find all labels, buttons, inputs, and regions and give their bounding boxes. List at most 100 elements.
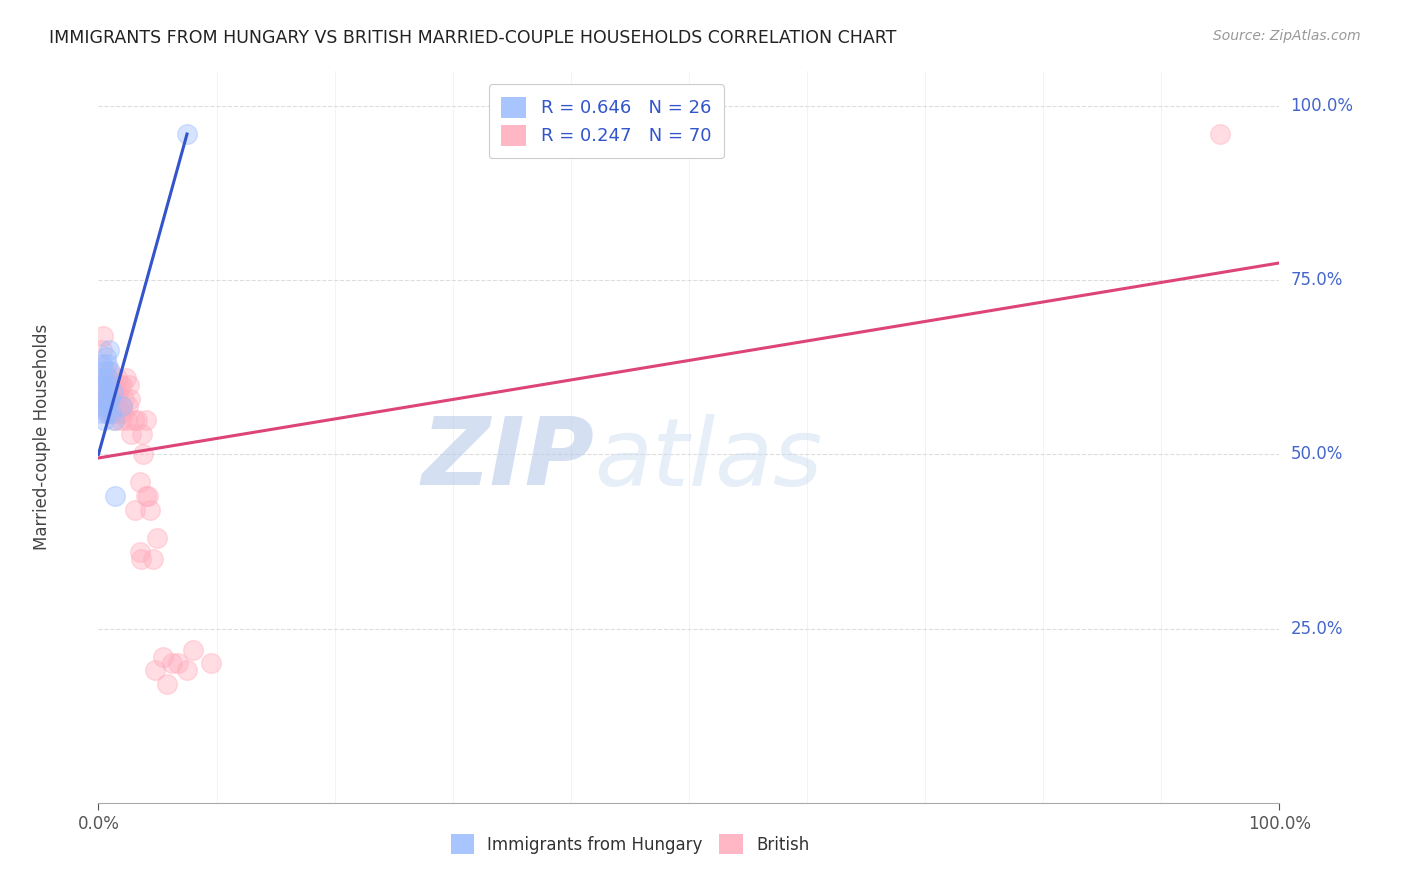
Point — [176, 127, 198, 141]
Point — [91, 343, 114, 357]
Point — [100, 392, 122, 406]
Point — [93, 364, 115, 378]
Point — [94, 384, 117, 399]
Point — [120, 392, 142, 406]
Point — [98, 392, 121, 406]
Point — [103, 399, 125, 413]
Point — [98, 343, 121, 357]
Point — [117, 399, 139, 413]
Point — [1209, 127, 1232, 141]
Point — [146, 531, 169, 545]
Point — [121, 426, 143, 441]
Point — [105, 371, 128, 385]
Point — [129, 552, 152, 566]
Point — [100, 377, 122, 392]
Point — [98, 377, 121, 392]
Point — [91, 371, 114, 385]
Point — [112, 392, 135, 406]
Point — [98, 364, 121, 378]
Point — [135, 489, 157, 503]
Point — [112, 406, 135, 420]
Point — [91, 399, 114, 413]
Point — [96, 357, 118, 371]
Point — [96, 406, 118, 420]
Point — [96, 377, 118, 392]
Point — [91, 329, 114, 343]
Point — [101, 384, 124, 399]
Point — [108, 406, 131, 420]
Point — [104, 412, 127, 426]
Point — [127, 412, 149, 426]
Point — [97, 392, 120, 406]
Point — [132, 448, 155, 462]
Point — [110, 412, 132, 426]
Point — [96, 384, 118, 399]
Point — [111, 399, 134, 413]
Point — [128, 545, 150, 559]
Point — [94, 350, 117, 364]
Point — [94, 364, 117, 378]
Point — [96, 371, 118, 385]
Point — [118, 377, 141, 392]
Point — [200, 657, 222, 671]
Point — [98, 384, 121, 399]
Point — [176, 664, 198, 678]
Point — [105, 406, 128, 420]
Point — [97, 377, 120, 392]
Point — [107, 399, 129, 413]
Point — [139, 503, 162, 517]
Point — [96, 406, 118, 420]
Point — [156, 677, 179, 691]
Point — [111, 377, 134, 392]
Point — [181, 642, 204, 657]
Point — [142, 552, 165, 566]
Point — [93, 377, 115, 392]
Point — [104, 489, 127, 503]
Point — [91, 377, 114, 392]
Text: 100.0%: 100.0% — [1291, 97, 1354, 115]
Point — [166, 657, 188, 671]
Text: Married-couple Households: Married-couple Households — [32, 324, 51, 550]
Point — [105, 384, 128, 399]
Text: Source: ZipAtlas.com: Source: ZipAtlas.com — [1213, 29, 1361, 43]
Point — [90, 406, 112, 420]
Point — [101, 406, 124, 420]
Text: 50.0%: 50.0% — [1291, 445, 1343, 464]
Text: 75.0%: 75.0% — [1291, 271, 1343, 289]
Point — [101, 384, 124, 399]
Point — [100, 406, 122, 420]
Point — [98, 364, 121, 378]
Point — [98, 406, 121, 420]
Point — [105, 392, 128, 406]
Point — [122, 412, 145, 426]
Point — [94, 392, 117, 406]
Point — [97, 392, 120, 406]
Point — [131, 426, 153, 441]
Point — [94, 399, 117, 413]
Point — [97, 371, 120, 385]
Legend: Immigrants from Hungary, British: Immigrants from Hungary, British — [444, 828, 815, 860]
Point — [104, 377, 127, 392]
Point — [136, 489, 159, 503]
Point — [114, 371, 136, 385]
Point — [107, 384, 129, 399]
Text: 25.0%: 25.0% — [1291, 620, 1343, 638]
Point — [93, 399, 115, 413]
Point — [93, 392, 115, 406]
Text: IMMIGRANTS FROM HUNGARY VS BRITISH MARRIED-COUPLE HOUSEHOLDS CORRELATION CHART: IMMIGRANTS FROM HUNGARY VS BRITISH MARRI… — [49, 29, 897, 46]
Point — [124, 503, 146, 517]
Point — [103, 392, 125, 406]
Point — [115, 412, 138, 426]
Point — [152, 649, 174, 664]
Point — [143, 664, 166, 678]
Point — [111, 399, 134, 413]
Point — [91, 357, 114, 371]
Text: ZIP: ZIP — [422, 413, 595, 505]
Text: atlas: atlas — [595, 414, 823, 505]
Point — [90, 399, 112, 413]
Point — [97, 399, 120, 413]
Point — [98, 384, 121, 399]
Point — [135, 412, 157, 426]
Point — [91, 392, 114, 406]
Point — [93, 412, 115, 426]
